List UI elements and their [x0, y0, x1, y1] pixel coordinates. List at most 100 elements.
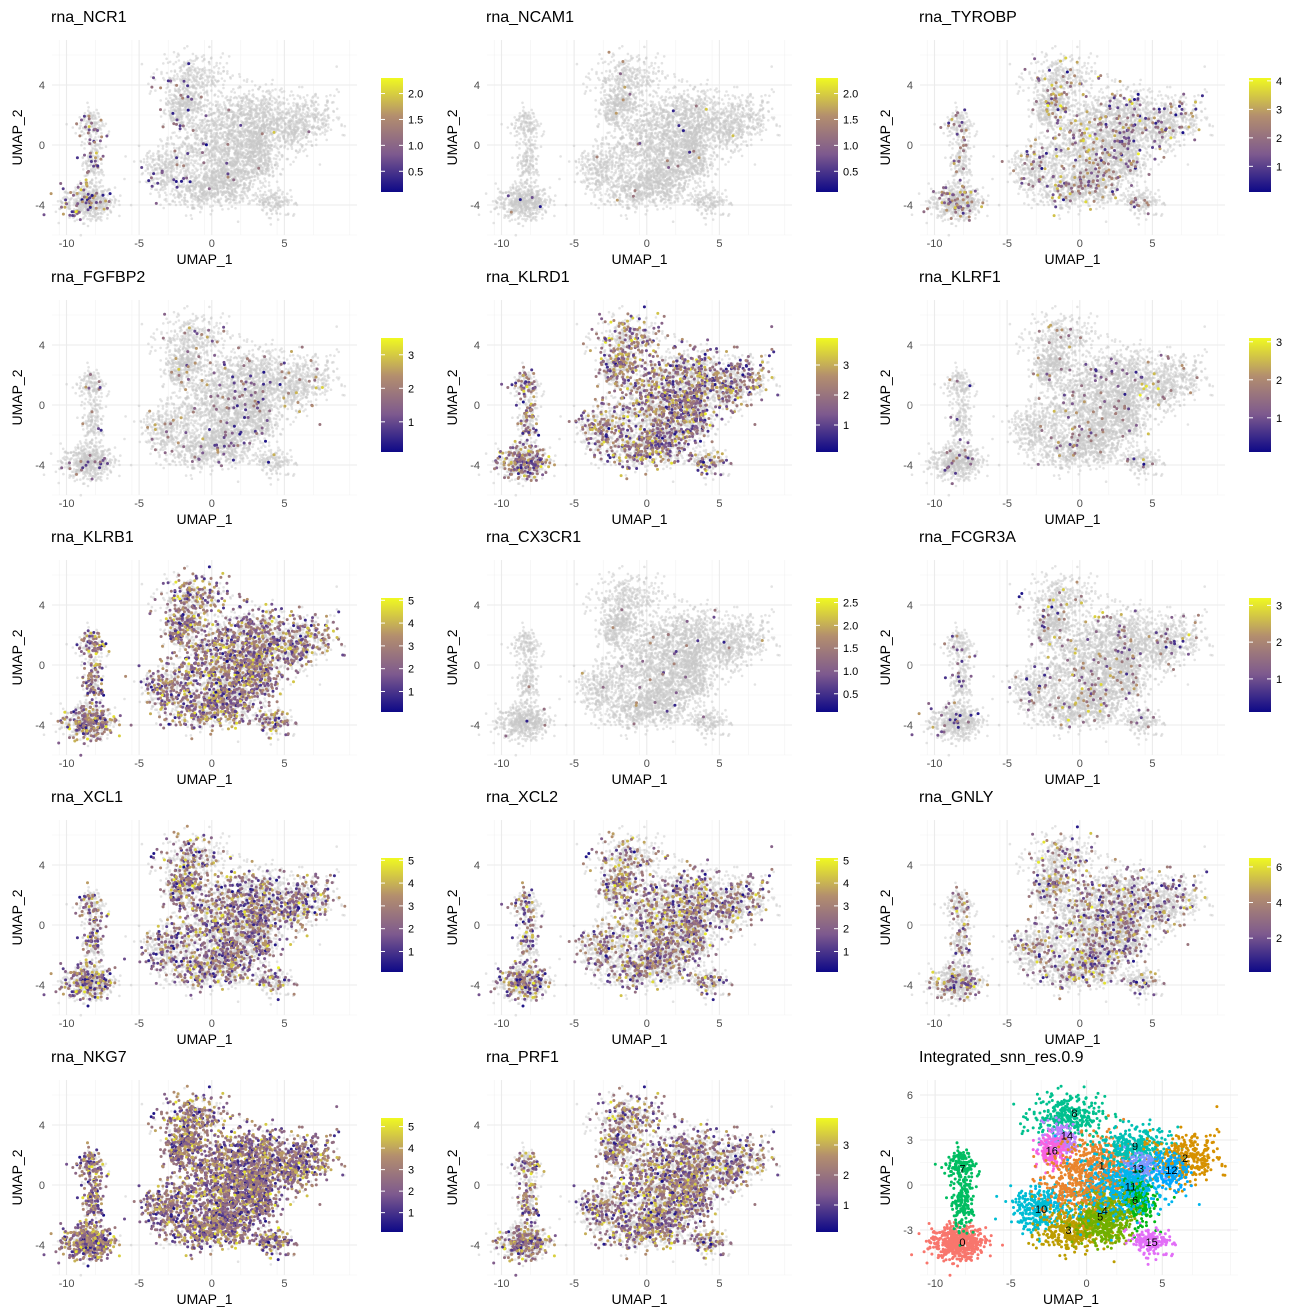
cell-point — [65, 123, 68, 126]
cell-point — [176, 56, 179, 59]
cell-point — [119, 194, 122, 197]
cell-point — [211, 82, 214, 85]
cell-point — [197, 94, 200, 97]
cell-point — [198, 83, 201, 86]
cell-point — [163, 53, 166, 56]
cell-point — [177, 75, 180, 78]
cell-point — [226, 70, 229, 73]
cell-point — [93, 145, 96, 148]
cell-point — [170, 70, 173, 73]
cell-point — [73, 204, 76, 207]
cell-point — [192, 63, 195, 66]
cell-point — [105, 145, 108, 148]
cell-point — [97, 144, 100, 147]
cell-point — [93, 123, 96, 126]
cell-point — [74, 132, 77, 135]
cell-point — [213, 66, 216, 69]
cell-point — [169, 97, 172, 100]
cell-point — [153, 72, 156, 75]
cell-point — [87, 106, 90, 109]
cell-point — [213, 76, 216, 79]
cell-point — [182, 72, 185, 75]
cell-point — [141, 63, 144, 66]
cell-point — [84, 193, 87, 196]
cell-point — [211, 103, 214, 106]
cell-point — [130, 204, 133, 207]
cell-point — [79, 202, 82, 205]
cell-point — [92, 171, 95, 174]
cell-point — [213, 71, 216, 74]
cell-point — [181, 76, 184, 79]
cell-point — [178, 102, 181, 105]
cell-point — [55, 211, 58, 214]
cell-point — [81, 141, 84, 144]
panel-rna-ncr1: rna_NCR1-10 -5 0 5-404UMAP_1UMAP_20.51.01.5… — [9, 9, 423, 267]
cell-point — [178, 111, 181, 114]
cell-point — [195, 55, 198, 58]
cell-point — [111, 199, 114, 202]
cell-point — [80, 234, 83, 237]
cell-point — [95, 177, 98, 180]
cell-point — [209, 76, 212, 79]
cell-point — [114, 202, 117, 205]
cell-point — [202, 89, 205, 92]
cell-point — [192, 66, 195, 69]
cell-point — [80, 144, 83, 147]
cell-point — [114, 198, 117, 201]
cell-point — [186, 124, 189, 127]
cell-point — [222, 66, 225, 69]
cell-point — [88, 135, 91, 138]
cell-point — [91, 125, 94, 128]
cell-point — [98, 116, 101, 119]
cell-point — [118, 204, 121, 207]
cell-point — [94, 148, 97, 151]
cell-point — [193, 95, 196, 98]
cell-point — [70, 197, 73, 200]
cell-point — [198, 71, 201, 74]
cell-point — [86, 218, 89, 221]
cell-point — [203, 67, 206, 70]
cell-point — [220, 72, 223, 75]
cell-point — [100, 212, 103, 215]
cell-point — [183, 65, 186, 68]
cell-point — [86, 102, 89, 105]
cell-point — [204, 79, 207, 82]
cell-point — [101, 147, 104, 150]
cell-point — [190, 68, 193, 71]
cell-point — [215, 64, 218, 67]
cell-point — [78, 127, 81, 130]
cell-point — [62, 197, 65, 200]
cell-point — [103, 211, 106, 214]
cell-point — [68, 216, 71, 219]
cell-point — [171, 103, 174, 106]
cell-point — [246, 78, 249, 81]
cell-point — [108, 130, 111, 133]
cell-point — [93, 190, 96, 193]
cell-point — [203, 70, 206, 73]
cell-point — [239, 76, 242, 79]
cell-point — [194, 68, 197, 71]
cell-point — [165, 91, 168, 94]
cell-point — [68, 201, 71, 204]
cell-point — [222, 70, 225, 73]
cell-point — [100, 162, 103, 165]
cell-point — [102, 185, 105, 188]
cell-point — [186, 45, 189, 48]
cell-point — [208, 63, 211, 66]
cell-point — [90, 182, 93, 185]
cell-point — [105, 123, 108, 126]
cell-point — [173, 94, 176, 97]
cell-point — [196, 76, 199, 79]
cell-point — [169, 115, 172, 118]
cell-point — [82, 156, 85, 159]
cell-point — [173, 99, 176, 102]
cell-point — [168, 90, 171, 93]
cell-point — [195, 80, 198, 83]
cell-point — [72, 126, 75, 129]
cell-point — [98, 146, 101, 149]
cell-point — [86, 122, 89, 125]
cell-point — [226, 72, 229, 75]
cell-point — [78, 116, 81, 119]
cell-point — [85, 160, 88, 163]
